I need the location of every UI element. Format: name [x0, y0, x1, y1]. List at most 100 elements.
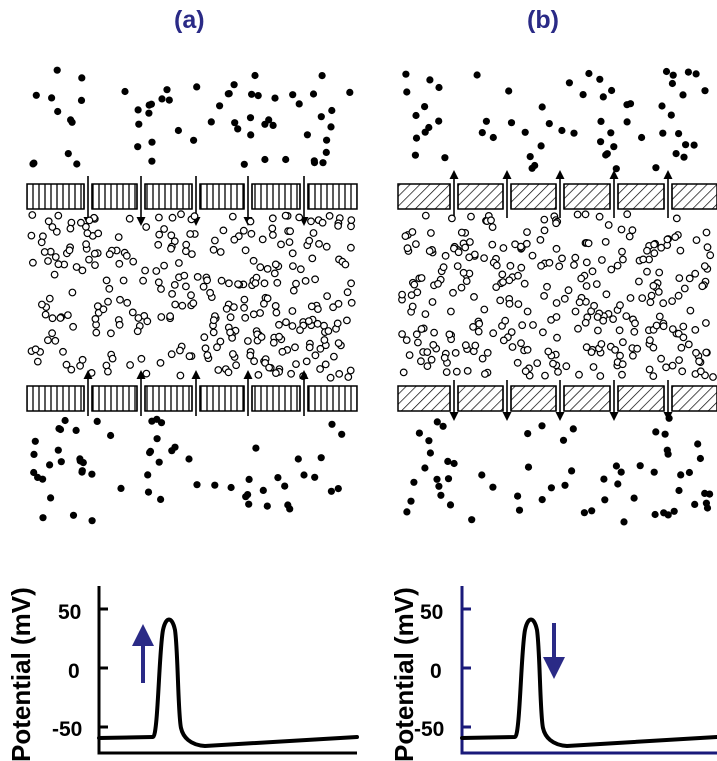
ion-circle: [471, 341, 480, 350]
membrane-segment: [307, 385, 358, 412]
arrowhead-icon: [191, 370, 201, 379]
ion-circle: [552, 313, 561, 321]
ion-circle: [200, 333, 209, 342]
ion-dot: [580, 509, 589, 517]
ion-circle: [552, 244, 561, 253]
ion-dot: [650, 468, 658, 476]
ion-circle: [702, 319, 710, 327]
ion-dot: [246, 114, 255, 122]
ion-dot: [121, 87, 129, 96]
ion-dot: [426, 76, 434, 84]
ion-circle: [533, 359, 542, 368]
membrane-top-a: [26, 176, 358, 226]
ion-circle: [652, 321, 661, 330]
ion-dot: [612, 165, 620, 173]
ion-dot: [652, 428, 660, 436]
ion-circle: [170, 281, 179, 289]
ion-dot: [547, 484, 556, 492]
ion-circle: [454, 248, 463, 257]
ion-circle: [186, 230, 195, 238]
ion-dot: [603, 150, 611, 158]
ion-dot: [402, 70, 410, 78]
ion-circle: [429, 341, 438, 349]
ion-circle: [277, 240, 285, 249]
ion-circle: [45, 294, 54, 303]
ion-circle: [281, 211, 290, 220]
ion-circle: [268, 214, 277, 223]
ticks-b: [462, 607, 471, 729]
ion-circle: [564, 286, 573, 295]
ion-circle: [702, 348, 711, 357]
tick-50-b: 50: [420, 601, 443, 624]
ion-dot: [661, 430, 669, 438]
ion-dot: [435, 117, 443, 125]
ion-dot: [565, 79, 574, 87]
ion-circle: [203, 276, 212, 285]
ion-circle: [143, 317, 152, 326]
ion-circle: [692, 348, 700, 357]
ion-circle: [514, 300, 523, 309]
ion-circle: [427, 229, 435, 237]
ion-circle: [329, 303, 338, 312]
ion-circle: [677, 343, 686, 352]
ion-dot: [216, 102, 224, 110]
ion-circle: [647, 291, 656, 300]
ion-circle: [289, 262, 297, 271]
ion-circle: [291, 343, 299, 352]
ion-dot: [157, 495, 165, 503]
ion-dot: [319, 159, 327, 167]
ion-dot: [538, 496, 546, 504]
ion-circle: [307, 217, 315, 226]
ion-circle: [240, 303, 249, 312]
ion-circle: [226, 328, 235, 337]
ion-circle: [399, 368, 408, 377]
ion-dot: [537, 142, 545, 150]
ion-dot: [54, 446, 62, 454]
ion-circle: [260, 299, 268, 308]
ion-circle: [650, 240, 658, 249]
ion-circle: [91, 315, 100, 323]
ion-dot: [515, 506, 524, 514]
outer-particles-top-b: [402, 67, 709, 173]
ion-dot: [435, 83, 443, 92]
ion-circle: [288, 307, 297, 315]
ion-circle: [324, 327, 333, 335]
ion-circle: [523, 228, 531, 237]
ion-circle: [582, 282, 591, 290]
ion-circle: [105, 284, 114, 293]
ion-circle: [678, 367, 687, 376]
ion-dot: [558, 126, 566, 135]
ion-dot: [662, 67, 671, 76]
ion-circle: [449, 288, 457, 297]
ion-circle: [335, 370, 344, 378]
ion-circle: [224, 279, 233, 288]
ion-dot: [338, 430, 346, 438]
ion-dot: [433, 475, 441, 483]
ion-circle: [301, 277, 310, 285]
ion-circle: [265, 363, 274, 372]
ion-circle: [187, 291, 195, 300]
ion-circle: [593, 313, 602, 321]
ion-circle: [318, 218, 327, 227]
ion-dot: [145, 101, 153, 109]
ion-circle: [517, 242, 525, 251]
ion-circle: [67, 365, 76, 374]
ion-circle: [177, 210, 185, 219]
membrane-segment: [457, 183, 504, 210]
ion-circle: [645, 365, 654, 374]
membrane-segment: [199, 385, 245, 412]
ion-circle: [588, 267, 597, 276]
ion-circle: [190, 212, 199, 221]
ion-circle: [296, 326, 304, 335]
ion-circle: [499, 278, 507, 287]
ion-dot: [134, 143, 142, 151]
panel-b-diagram: [397, 67, 717, 526]
ion-circle: [659, 299, 668, 308]
ion-dot: [702, 499, 711, 507]
ion-circle: [272, 369, 280, 378]
ion-dot: [433, 418, 441, 426]
ion-circle: [229, 303, 238, 312]
membrane-bottom-b: [397, 380, 717, 421]
ion-circle: [78, 355, 87, 364]
ion-circle: [249, 310, 258, 319]
